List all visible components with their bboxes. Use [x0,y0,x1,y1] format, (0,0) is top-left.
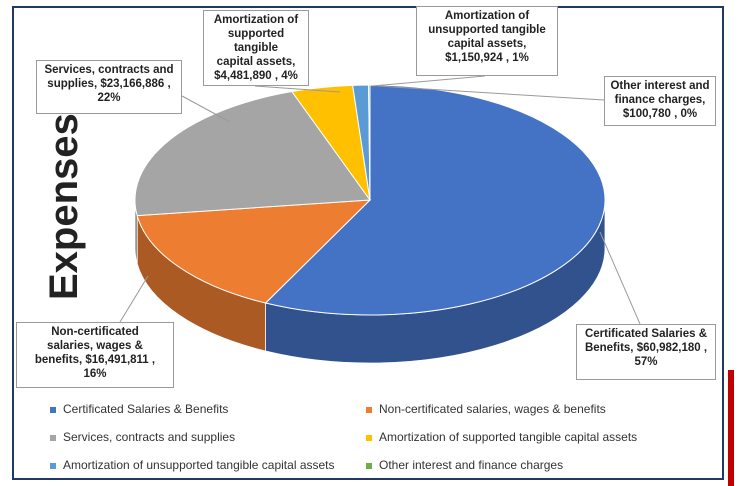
callout-amort-supported: Amortization of supported tangible capital… [203,10,309,86]
pie-slice-5 [368,84,371,201]
legend-item: Amortization of unsupported tangible cap… [50,458,335,472]
leader-line-2 [376,85,605,101]
legend-item: Certificated Salaries & Benefits [50,402,228,416]
leader-lines [119,75,641,325]
leader-line-4 [119,275,149,323]
leader-line-3 [181,95,231,123]
red-accent-bar [728,370,734,486]
legend-item: Amortization of supported tangible capit… [366,430,637,444]
legend-swatch [50,434,56,441]
legend-swatch [366,434,372,441]
leader-line-0 [254,85,341,93]
legend-label: Non-certificated salaries, wages & benef… [379,402,606,416]
legend-swatch [50,406,56,413]
leader-line-5 [599,231,641,325]
pie-slice-2 [134,90,371,217]
legend: Certificated Salaries & Benefits Non-cert… [50,400,710,480]
callout-services: Services, contracts and supplies, $23,166… [36,60,182,114]
legend-swatch [366,462,372,469]
callout-noncertificated: Non-certificated salaries, wages & benefit… [16,322,174,388]
leader-line-1 [371,75,486,87]
legend-label: Amortization of unsupported tangible cap… [63,458,335,472]
callout-other-interest: Other interest and finance charges, $100,7… [604,76,716,126]
legend-label: Certificated Salaries & Benefits [63,402,229,416]
legend-swatch [50,462,56,469]
legend-swatch [366,406,372,413]
legend-item: Other interest and finance charges [366,458,563,472]
legend-label: Other interest and finance charges [379,458,564,472]
pie-slice-0 [264,84,606,316]
pie-top-faces [134,84,606,316]
legend-item: Non-certificated salaries, wages & benef… [366,402,606,416]
pie-slice-1 [136,199,372,304]
legend-label: Amortization of supported tangible capit… [379,430,638,444]
callout-certificated: Certificated Salaries & Benefits, $60,982… [576,324,716,380]
legend-label: Services, contracts and supplies [63,430,236,444]
callout-amort-unsupported: Amortization of unsupported tangible capit… [416,6,558,76]
legend-item: Services, contracts and supplies [50,430,235,444]
